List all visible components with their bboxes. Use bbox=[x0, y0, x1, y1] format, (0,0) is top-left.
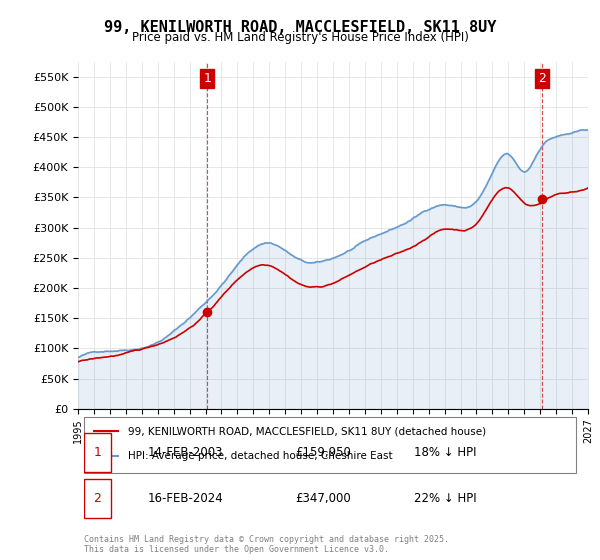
Text: 14-FEB-2003: 14-FEB-2003 bbox=[148, 446, 223, 459]
Text: £159,950: £159,950 bbox=[296, 446, 352, 459]
Text: Price paid vs. HM Land Registry's House Price Index (HPI): Price paid vs. HM Land Registry's House … bbox=[131, 31, 469, 44]
FancyBboxPatch shape bbox=[84, 433, 111, 472]
FancyBboxPatch shape bbox=[84, 479, 111, 518]
Text: 1: 1 bbox=[203, 72, 211, 85]
Text: 22% ↓ HPI: 22% ↓ HPI bbox=[413, 492, 476, 505]
Text: 1: 1 bbox=[94, 446, 101, 459]
Text: 2: 2 bbox=[538, 72, 546, 85]
Text: HPI: Average price, detached house, Cheshire East: HPI: Average price, detached house, Ches… bbox=[128, 451, 393, 461]
Text: 99, KENILWORTH ROAD, MACCLESFIELD, SK11 8UY: 99, KENILWORTH ROAD, MACCLESFIELD, SK11 … bbox=[104, 20, 496, 35]
Text: £347,000: £347,000 bbox=[296, 492, 352, 505]
Text: 99, KENILWORTH ROAD, MACCLESFIELD, SK11 8UY (detached house): 99, KENILWORTH ROAD, MACCLESFIELD, SK11 … bbox=[128, 426, 487, 436]
Text: 16-FEB-2024: 16-FEB-2024 bbox=[148, 492, 224, 505]
FancyBboxPatch shape bbox=[84, 417, 576, 473]
Text: 18% ↓ HPI: 18% ↓ HPI bbox=[413, 446, 476, 459]
Text: 2: 2 bbox=[94, 492, 101, 505]
Text: Contains HM Land Registry data © Crown copyright and database right 2025.
This d: Contains HM Land Registry data © Crown c… bbox=[84, 535, 449, 554]
